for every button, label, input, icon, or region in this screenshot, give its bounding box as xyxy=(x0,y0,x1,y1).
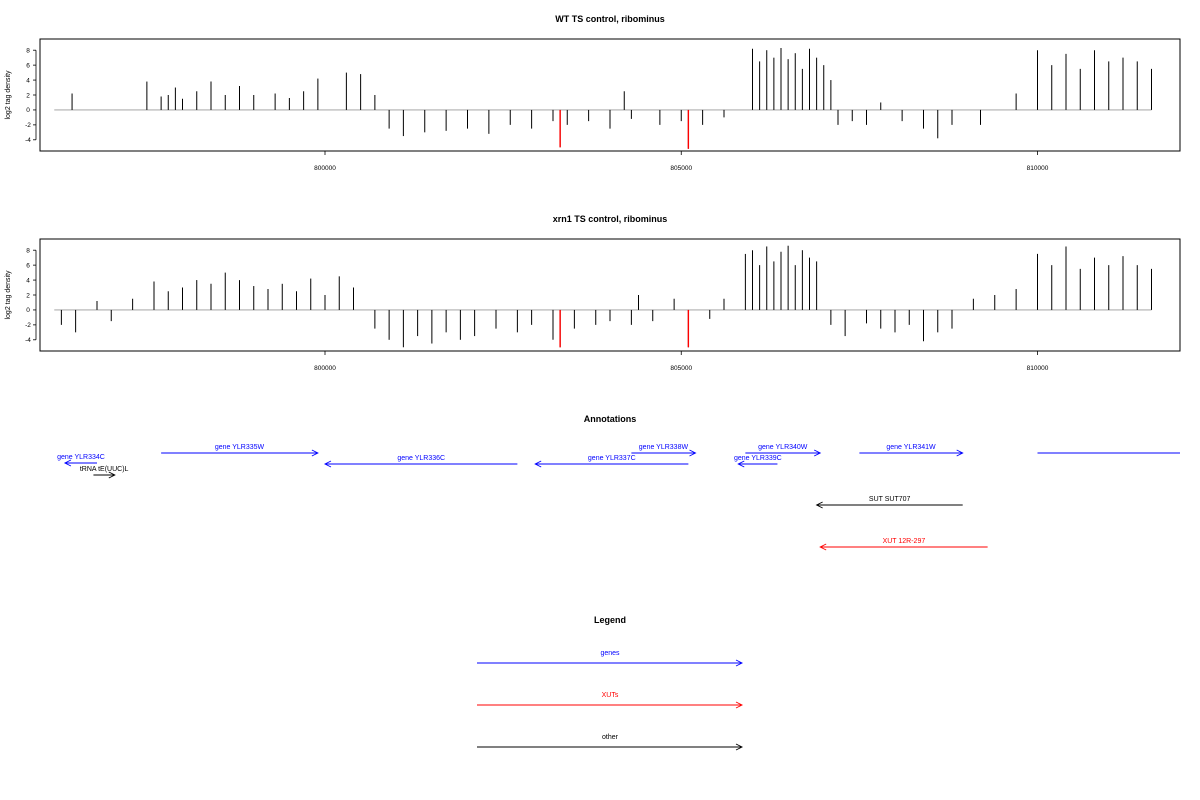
xrn1-plot-frame xyxy=(39,238,1181,352)
feature-label: gene YLR334C xyxy=(57,454,105,461)
annotation-feature: gene YLR341W xyxy=(859,444,964,457)
xrn1-x-axis: 800000 805000 810000 xyxy=(314,351,1049,372)
annotation-feature: tRNA tE(UUC)L xyxy=(80,466,129,479)
wt-y-tick-label: -4 xyxy=(25,137,31,144)
feature-arrow-left-icon xyxy=(63,459,72,467)
xrn1-x-tick-label: 805000 xyxy=(670,365,692,372)
xrn1-y-tick-label: 6 xyxy=(26,262,30,269)
legend-entry-label: XUTs xyxy=(602,692,619,699)
annotation-feature: gene YLR339C xyxy=(734,455,782,468)
wt-plot-frame xyxy=(39,38,1181,152)
wt-y-tick-label: 6 xyxy=(26,62,30,69)
legend-entry: genes xyxy=(477,650,744,667)
feature-label: XUT 12R-297 xyxy=(883,538,926,545)
wt-x-axis: 800000 805000 810000 xyxy=(314,151,1049,172)
wt-x-tick-label: 805000 xyxy=(670,165,692,172)
wt-track-title: WT TS control, ribominus xyxy=(555,14,665,24)
xrn1-y-tick-label: 0 xyxy=(26,307,30,314)
xrn1-y-tick-label: 8 xyxy=(26,248,30,255)
feature-label: gene YLR339C xyxy=(734,455,782,462)
feature-arrow-right-icon xyxy=(108,471,116,479)
wt-y-axis: 8 6 4 2 0 -2 -4 xyxy=(25,48,37,144)
xrn1-x-tick-label: 800000 xyxy=(314,365,336,372)
legend-arrow-right-icon xyxy=(735,743,744,751)
feature-label: gene YLR340W xyxy=(758,444,808,451)
xrn1-track-panel: xrn1 TS control, ribominus log2 tag dens… xyxy=(5,214,1181,372)
xrn1-y-axis-label: log2 tag density xyxy=(5,270,12,320)
xrn1-y-tick-label: 2 xyxy=(26,292,30,299)
annotation-feature: XUT 12R-297 xyxy=(819,538,988,551)
legend-entries: genes XUTs other xyxy=(477,650,744,751)
wt-y-tick-label: 2 xyxy=(26,92,30,99)
annotation-feature: gene YLR334C xyxy=(57,454,105,467)
wt-track-panel: WT TS control, ribominus log2 tag densit… xyxy=(5,14,1181,172)
feature-label: gene YLR338W xyxy=(639,444,689,451)
feature-label: tRNA tE(UUC)L xyxy=(80,466,129,473)
xrn1-y-tick-label: -4 xyxy=(25,337,31,344)
wt-density-bars xyxy=(54,47,1152,149)
annotations-title: Annotations xyxy=(584,414,637,424)
feature-arrow-right-icon xyxy=(956,449,964,457)
annotation-features: gene YLR334C tRNA tE(UUC)L gene YLR335W gen… xyxy=(57,444,1180,551)
feature-arrow-left-icon xyxy=(819,543,827,551)
wt-x-tick-label: 810000 xyxy=(1027,165,1049,172)
annotation-feature: gene YLR336C xyxy=(323,455,518,468)
feature-arrow-right-icon xyxy=(813,449,822,457)
xrn1-y-tick-label: 4 xyxy=(26,277,30,284)
xrn1-y-tick-label: -2 xyxy=(25,322,31,329)
legend-arrow-right-icon xyxy=(735,701,744,709)
wt-y-tick-label: -2 xyxy=(25,122,31,129)
legend-arrow-right-icon xyxy=(735,659,744,667)
legend-entry-label: genes xyxy=(600,650,620,657)
wt-y-tick-label: 4 xyxy=(26,77,30,84)
feature-arrow-left-icon xyxy=(815,501,823,509)
annotation-feature: SUT SUT707 xyxy=(815,496,963,509)
annotation-feature: gene YLR335W xyxy=(161,444,319,457)
annotation-feature: gene YLR340W xyxy=(745,444,822,457)
legend-panel: Legend genes XUTs other xyxy=(477,615,744,751)
feature-arrow-right-icon xyxy=(311,449,319,457)
feature-arrow-left-icon xyxy=(737,460,745,468)
legend-entry: other xyxy=(477,734,744,751)
legend-title: Legend xyxy=(594,615,626,625)
wt-y-axis-label: log2 tag density xyxy=(5,70,12,120)
feature-label: SUT SUT707 xyxy=(869,496,911,503)
feature-label: gene YLR336C xyxy=(397,455,445,462)
xrn1-y-axis: 8 6 4 2 0 -2 -4 xyxy=(25,248,37,344)
feature-arrow-left-icon xyxy=(534,460,542,468)
xrn1-track-title: xrn1 TS control, ribominus xyxy=(553,214,668,224)
annotation-feature: gene YLR338W xyxy=(631,444,697,457)
wt-x-tick-label: 800000 xyxy=(314,165,336,172)
xrn1-density-bars xyxy=(54,245,1152,348)
annotation-feature: gene YLR337C xyxy=(534,455,689,468)
xrn1-x-tick-label: 810000 xyxy=(1027,365,1049,372)
legend-entry-label: other xyxy=(602,734,619,741)
feature-label: gene YLR335W xyxy=(215,444,265,451)
feature-arrow-left-icon xyxy=(323,460,332,468)
feature-label: gene YLR341W xyxy=(886,444,936,451)
wt-y-tick-label: 0 xyxy=(26,107,30,114)
feature-arrow-right-icon xyxy=(689,449,697,457)
feature-label: gene YLR337C xyxy=(588,455,636,462)
wt-y-tick-label: 8 xyxy=(26,48,30,55)
legend-entry: XUTs xyxy=(477,692,744,709)
